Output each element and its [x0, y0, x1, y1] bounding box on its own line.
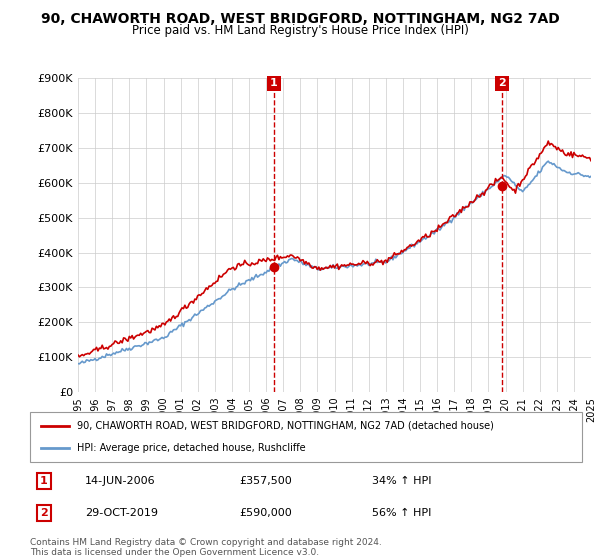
Text: 34% ↑ HPI: 34% ↑ HPI: [372, 476, 432, 486]
Text: 2: 2: [40, 508, 47, 518]
Text: HPI: Average price, detached house, Rushcliffe: HPI: Average price, detached house, Rush…: [77, 443, 305, 453]
Text: 90, CHAWORTH ROAD, WEST BRIDGFORD, NOTTINGHAM, NG2 7AD (detached house): 90, CHAWORTH ROAD, WEST BRIDGFORD, NOTTI…: [77, 421, 494, 431]
Text: 2: 2: [498, 78, 506, 88]
Text: 1: 1: [40, 476, 47, 486]
Text: 1: 1: [270, 78, 278, 88]
Text: 14-JUN-2006: 14-JUN-2006: [85, 476, 156, 486]
Text: Price paid vs. HM Land Registry's House Price Index (HPI): Price paid vs. HM Land Registry's House …: [131, 24, 469, 37]
Text: 29-OCT-2019: 29-OCT-2019: [85, 508, 158, 518]
Text: £590,000: £590,000: [240, 508, 293, 518]
Text: 56% ↑ HPI: 56% ↑ HPI: [372, 508, 431, 518]
Text: £357,500: £357,500: [240, 476, 293, 486]
FancyBboxPatch shape: [30, 412, 582, 462]
Text: 90, CHAWORTH ROAD, WEST BRIDGFORD, NOTTINGHAM, NG2 7AD: 90, CHAWORTH ROAD, WEST BRIDGFORD, NOTTI…: [41, 12, 559, 26]
Text: Contains HM Land Registry data © Crown copyright and database right 2024.
This d: Contains HM Land Registry data © Crown c…: [30, 538, 382, 557]
